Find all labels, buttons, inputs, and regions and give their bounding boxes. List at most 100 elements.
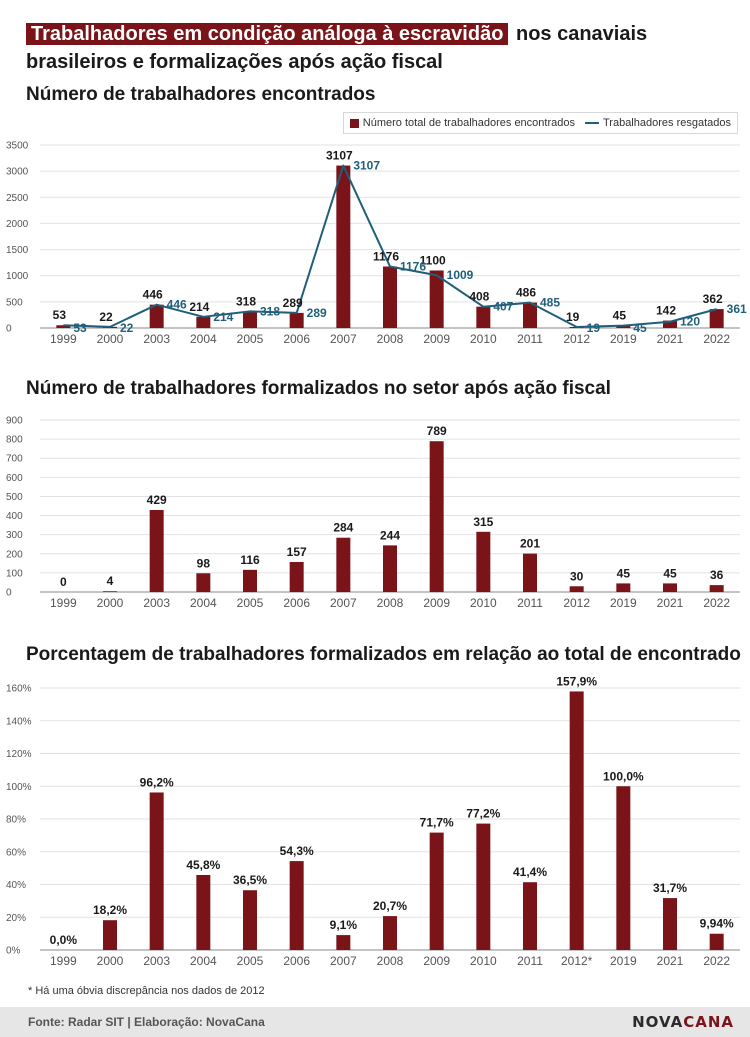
chart3-title: Porcentagem de trabalhadores formalizado… <box>26 644 741 665</box>
bar-data-label: 30 <box>570 569 584 583</box>
x-tick-label: 2008 <box>377 954 404 968</box>
bar-data-label: 116 <box>240 553 260 567</box>
x-tick-label: 2004 <box>190 596 217 610</box>
x-tick-label: 2005 <box>237 954 264 968</box>
x-tick-label: 2000 <box>97 954 124 968</box>
legend-item-line: Trabalhadores resgatados <box>584 117 731 129</box>
headline-highlight: Trabalhadores em condição análoga à escr… <box>26 23 509 45</box>
bar <box>289 561 304 592</box>
series-line-resgatados <box>63 164 717 329</box>
x-tick-label: 2004 <box>190 954 217 968</box>
line-data-label: 214 <box>213 310 233 324</box>
bar <box>429 441 444 592</box>
brand-logo-part-a: NOVA <box>632 1013 684 1031</box>
bar-data-label: 157,9% <box>556 674 597 688</box>
bar <box>663 320 677 328</box>
bar-data-label: 446 <box>143 288 163 302</box>
bar-data-label: 789 <box>427 424 447 438</box>
bar-data-label: 408 <box>469 290 489 304</box>
y-tick-label: 100% <box>6 782 32 793</box>
x-tick-label: 2008 <box>377 332 404 346</box>
x-tick-label: 2011 <box>517 596 543 610</box>
line-data-label: 45 <box>633 321 647 335</box>
bar <box>709 309 724 328</box>
bar-data-label: 45,8% <box>186 858 220 872</box>
bar <box>709 933 724 950</box>
x-tick-label: 2003 <box>143 332 170 346</box>
y-tick-label: 300 <box>6 530 23 541</box>
x-tick-label: 2019 <box>610 954 637 968</box>
bar <box>243 890 257 950</box>
bar <box>383 545 397 592</box>
bar <box>149 304 164 328</box>
y-tick-label: 0 <box>6 588 12 599</box>
bar <box>243 311 257 328</box>
x-tick-label: 2007 <box>330 596 357 610</box>
bar-data-label: 98 <box>197 556 211 570</box>
bar <box>663 898 677 950</box>
bar-data-label: 45 <box>617 566 631 580</box>
bar-data-label: 36,5% <box>233 873 267 887</box>
legend-line-swatch <box>584 122 599 124</box>
bar <box>56 325 71 328</box>
bar <box>243 569 257 592</box>
x-tick-label: 2021 <box>657 954 684 968</box>
x-tick-label: 2009 <box>423 332 450 346</box>
bar-data-label: 9,94% <box>700 917 734 931</box>
footer-source: Fonte: Radar SIT | Elaboração: NovaCana <box>28 1015 265 1029</box>
bar <box>149 510 164 592</box>
bar <box>523 553 537 592</box>
x-tick-label: 2003 <box>143 954 170 968</box>
line-data-label: 485 <box>540 296 560 310</box>
y-tick-label: 3500 <box>6 141 29 152</box>
x-tick-label: 2019 <box>610 332 637 346</box>
x-tick-label: 2009 <box>423 954 450 968</box>
bar <box>196 875 211 950</box>
bar-data-label: 429 <box>147 493 167 507</box>
y-tick-label: 1000 <box>6 271 29 282</box>
y-tick-label: 2000 <box>6 219 29 230</box>
footnote: * Há uma óbvia discrepância nos dados de… <box>28 985 265 997</box>
y-tick-label: 800 <box>6 435 23 446</box>
brand-logo-part-b: CANA <box>683 1013 734 1031</box>
y-tick-label: 140% <box>6 716 32 727</box>
bar <box>383 266 397 328</box>
y-tick-label: 400 <box>6 511 23 522</box>
x-tick-label: 2004 <box>190 332 217 346</box>
bar <box>569 586 584 592</box>
bar <box>429 832 444 950</box>
x-tick-label: 2007 <box>330 332 357 346</box>
bar <box>476 531 491 592</box>
x-tick-label: 2010 <box>470 596 497 610</box>
x-tick-label: 2006 <box>283 332 310 346</box>
y-tick-label: 700 <box>6 454 23 465</box>
chart1-title: Número de trabalhadores encontrados <box>26 84 376 105</box>
bar-data-label: 45 <box>663 566 677 580</box>
bar <box>616 325 631 328</box>
y-tick-label: 160% <box>6 684 32 695</box>
x-tick-label: 2010 <box>470 954 497 968</box>
y-tick-label: 20% <box>6 913 26 924</box>
bar <box>196 316 211 328</box>
chart-porcentagem: 0% 20% 40% 60% 80% 100% 120% 140% 160% 1999 2000 20… <box>6 674 740 968</box>
bar-data-label: 315 <box>473 515 493 529</box>
bar <box>289 861 304 950</box>
x-tick-label: 2022 <box>703 596 730 610</box>
line-data-label: 289 <box>307 306 327 320</box>
bar <box>569 691 584 950</box>
bar <box>709 585 724 592</box>
bar-data-label: 41,4% <box>513 865 547 879</box>
chart-encontrados: 0 500 1000 1500 2000 2500 3000 3500 1999 2000 2003… <box>6 141 747 347</box>
line-data-label: 3107 <box>353 159 380 173</box>
bar-data-label: 289 <box>283 296 303 310</box>
bar-data-label: 214 <box>189 300 209 314</box>
bar <box>616 786 631 950</box>
line-data-label: 19 <box>587 321 601 335</box>
x-tick-label: 2009 <box>423 596 450 610</box>
x-tick-label: 2006 <box>283 596 310 610</box>
x-tick-label: 2008 <box>377 596 404 610</box>
line-data-label: 361 <box>727 302 747 316</box>
bar-data-label: 53 <box>53 308 67 322</box>
bar-data-label: 4 <box>107 574 114 588</box>
y-tick-label: 900 <box>6 416 23 427</box>
